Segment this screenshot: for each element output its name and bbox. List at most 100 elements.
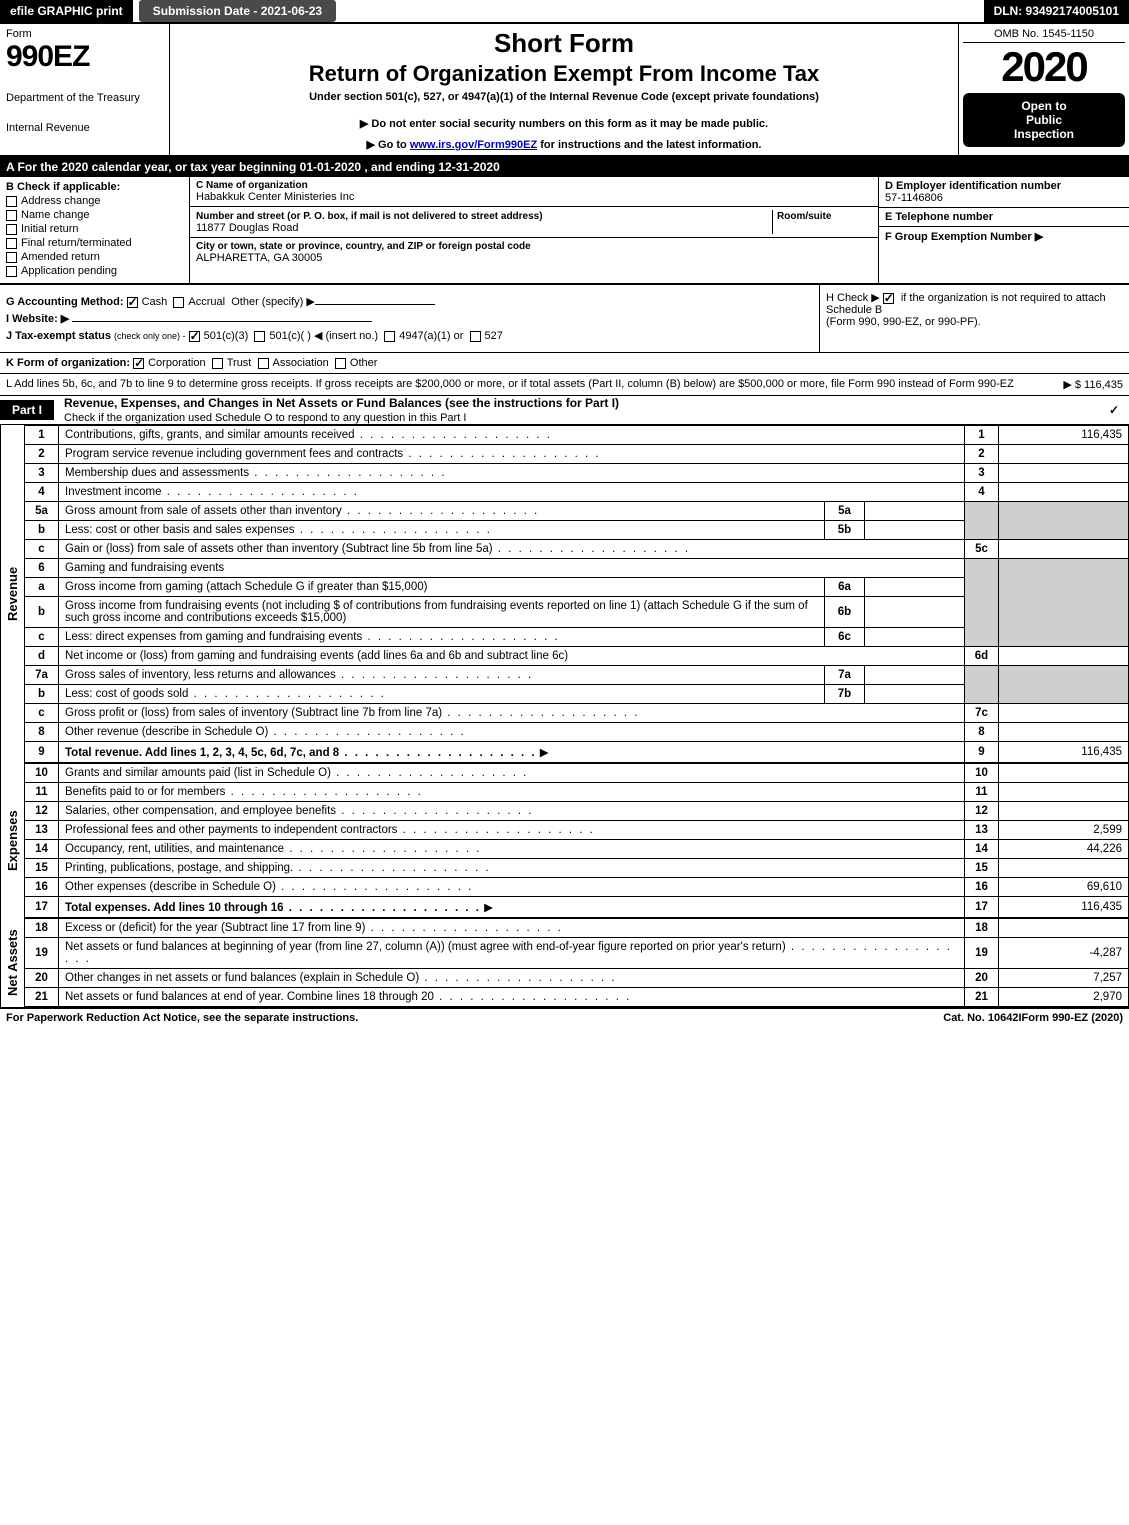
revenue-section: Revenue 1Contributions, gifts, grants, a… xyxy=(0,425,1129,763)
other-specify-input[interactable] xyxy=(315,304,435,305)
line-14: 14Occupancy, rent, utilities, and mainte… xyxy=(25,840,1129,859)
tel-label: E Telephone number xyxy=(885,211,1123,223)
chk-association[interactable] xyxy=(258,358,269,369)
chk-cash[interactable] xyxy=(127,297,138,308)
chk-501c3[interactable] xyxy=(189,331,200,342)
chk-527[interactable] xyxy=(470,331,481,342)
chk-other-org[interactable] xyxy=(335,358,346,369)
net-assets-side-label: Net Assets xyxy=(0,918,24,1007)
line-16: 16Other expenses (describe in Schedule O… xyxy=(25,878,1129,897)
city-label: City or town, state or province, country… xyxy=(196,241,872,252)
open-line-1: Open to xyxy=(967,99,1121,113)
l-text: L Add lines 5b, 6c, and 7b to line 9 to … xyxy=(6,378,1055,391)
chk-amended-return[interactable]: Amended return xyxy=(6,251,183,263)
city-row: City or town, state or province, country… xyxy=(190,238,878,267)
part-i-check[interactable]: ✓ xyxy=(1099,403,1129,417)
footer-left: For Paperwork Reduction Act Notice, see … xyxy=(6,1012,943,1024)
section-h: H Check ▶ if the organization is not req… xyxy=(819,285,1129,352)
section-c: C Name of organization Habakkuk Center M… xyxy=(190,177,879,283)
note2-pre: ▶ Go to xyxy=(367,139,410,151)
form-title: Return of Organization Exempt From Incom… xyxy=(180,61,948,87)
org-name-value: Habakkuk Center Ministeries Inc xyxy=(196,191,872,203)
org-info-grid: B Check if applicable: Address change Na… xyxy=(0,177,1129,285)
chk-accrual[interactable] xyxy=(173,297,184,308)
city-value: ALPHARETTA, GA 30005 xyxy=(196,252,872,264)
section-l: L Add lines 5b, 6c, and 7b to line 9 to … xyxy=(0,374,1129,396)
ghij-left: G Accounting Method: Cash Accrual Other … xyxy=(0,285,819,352)
line-6a: aGross income from gaming (attach Schedu… xyxy=(25,578,1129,597)
chk-address-change[interactable]: Address change xyxy=(6,195,183,207)
dept-line-2: Internal Revenue xyxy=(6,122,163,134)
dln-badge: DLN: 93492174005101 xyxy=(984,0,1129,22)
street-row: Number and street (or P. O. box, if mail… xyxy=(190,207,878,238)
line-6d: dNet income or (loss) from gaming and fu… xyxy=(25,647,1129,666)
form-label: Form xyxy=(6,28,163,40)
form-subtitle: Under section 501(c), 527, or 4947(a)(1)… xyxy=(180,91,948,103)
header-left: Form 990EZ Department of the Treasury In… xyxy=(0,24,170,155)
net-assets-table: 18Excess or (deficit) for the year (Subt… xyxy=(24,918,1129,1007)
top-bar: efile GRAPHIC print Submission Date - 20… xyxy=(0,0,1129,24)
street-value: 11877 Douglas Road xyxy=(196,222,772,234)
chk-final-return[interactable]: Final return/terminated xyxy=(6,237,183,249)
chk-4947[interactable] xyxy=(384,331,395,342)
part-i-tag: Part I xyxy=(0,400,54,420)
part-i-header: Part I Revenue, Expenses, and Changes in… xyxy=(0,396,1129,425)
omb-number: OMB No. 1545-1150 xyxy=(963,28,1125,43)
line-6b: bGross income from fundraising events (n… xyxy=(25,597,1129,628)
dept-line-1: Department of the Treasury xyxy=(6,92,163,104)
i-label: I Website: ▶ xyxy=(6,313,69,325)
open-line-3: Inspection xyxy=(967,127,1121,141)
net-assets-section: Net Assets 18Excess or (deficit) for the… xyxy=(0,918,1129,1007)
accounting-method-line: G Accounting Method: Cash Accrual Other … xyxy=(6,295,813,308)
tel-row: E Telephone number xyxy=(879,208,1129,227)
header-right: OMB No. 1545-1150 2020 Open to Public In… xyxy=(959,24,1129,155)
org-name-label: C Name of organization xyxy=(196,180,872,191)
section-ghij: G Accounting Method: Cash Accrual Other … xyxy=(0,285,1129,353)
submission-date-badge: Submission Date - 2021-06-23 xyxy=(139,0,336,22)
open-to-public-badge: Open to Public Inspection xyxy=(963,93,1125,147)
line-7b: bLess: cost of goods sold7b xyxy=(25,685,1129,704)
line-8: 8Other revenue (describe in Schedule O)8 xyxy=(25,723,1129,742)
ein-row: D Employer identification number 57-1146… xyxy=(879,177,1129,208)
line-9: 9Total revenue. Add lines 1, 2, 3, 4, 5c… xyxy=(25,742,1129,763)
line-12: 12Salaries, other compensation, and empl… xyxy=(25,802,1129,821)
h-text3: (Form 990, 990-EZ, or 990-PF). xyxy=(826,316,981,328)
room-label: Room/suite xyxy=(777,211,831,222)
line-1: 1Contributions, gifts, grants, and simil… xyxy=(25,426,1129,445)
line-18: 18Excess or (deficit) for the year (Subt… xyxy=(25,919,1129,938)
line-7a: 7aGross sales of inventory, less returns… xyxy=(25,666,1129,685)
h-pre: H Check ▶ xyxy=(826,292,880,304)
ein-value: 57-1146806 xyxy=(885,192,1123,204)
k-label: K Form of organization: xyxy=(6,357,130,369)
irs-link[interactable]: www.irs.gov/Form990EZ xyxy=(410,139,537,151)
chk-501c[interactable] xyxy=(254,331,265,342)
expenses-table: 10Grants and similar amounts paid (list … xyxy=(24,763,1129,918)
chk-corporation[interactable] xyxy=(133,358,144,369)
line-17: 17Total expenses. Add lines 10 through 1… xyxy=(25,897,1129,918)
line-10: 10Grants and similar amounts paid (list … xyxy=(25,764,1129,783)
efile-print-button[interactable]: efile GRAPHIC print xyxy=(0,0,133,22)
tax-year: 2020 xyxy=(963,43,1125,91)
street-label: Number and street (or P. O. box, if mail… xyxy=(196,211,543,222)
chk-schedule-b[interactable] xyxy=(883,293,894,304)
line-13: 13Professional fees and other payments t… xyxy=(25,821,1129,840)
j-label: J Tax-exempt status xyxy=(6,330,111,342)
line-6: 6Gaming and fundraising events xyxy=(25,559,1129,578)
tax-exempt-line: J Tax-exempt status (check only one) - 5… xyxy=(6,329,813,342)
chk-application-pending[interactable]: Application pending xyxy=(6,265,183,277)
chk-name-change[interactable]: Name change xyxy=(6,209,183,221)
short-form-title: Short Form xyxy=(180,28,948,59)
tax-period-bar: A For the 2020 calendar year, or tax yea… xyxy=(0,157,1129,177)
header-center: Short Form Return of Organization Exempt… xyxy=(170,24,959,155)
line-5a: 5aGross amount from sale of assets other… xyxy=(25,502,1129,521)
chk-trust[interactable] xyxy=(212,358,223,369)
section-k: K Form of organization: Corporation Trus… xyxy=(0,353,1129,374)
section-b: B Check if applicable: Address change Na… xyxy=(0,177,190,283)
section-b-head: B Check if applicable: xyxy=(6,181,183,193)
line-19: 19Net assets or fund balances at beginni… xyxy=(25,938,1129,969)
line-7c: cGross profit or (loss) from sales of in… xyxy=(25,704,1129,723)
line-21: 21Net assets or fund balances at end of … xyxy=(25,988,1129,1007)
revenue-side-label: Revenue xyxy=(0,425,24,763)
chk-initial-return[interactable]: Initial return xyxy=(6,223,183,235)
website-input[interactable] xyxy=(72,321,372,322)
